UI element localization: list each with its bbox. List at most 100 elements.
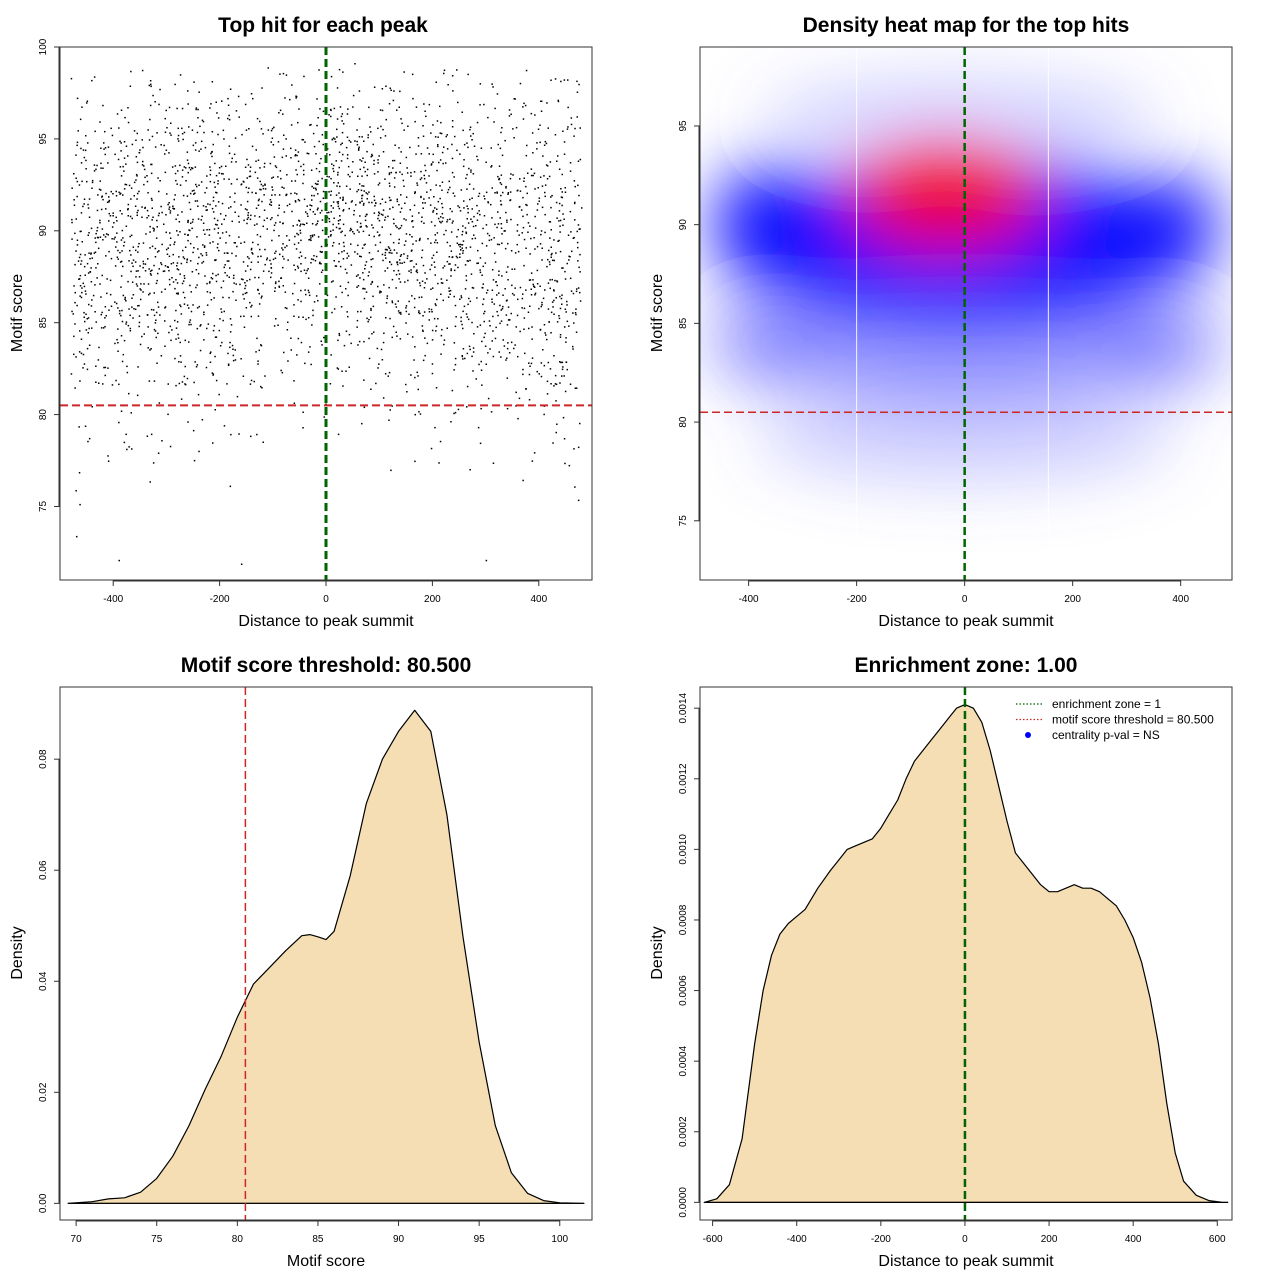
scatter-point	[101, 311, 103, 314]
scatter-point	[177, 138, 179, 140]
scatter-point	[398, 228, 400, 230]
scatter-point	[153, 228, 155, 230]
scatter-point	[573, 202, 576, 205]
scatter-point	[233, 153, 236, 156]
density-right-band	[1122, 173, 1222, 283]
scatter-point	[559, 361, 561, 363]
scatter-point	[76, 304, 78, 307]
scatter-point	[74, 291, 76, 294]
scatter-point	[407, 279, 409, 282]
scatter-point	[246, 177, 248, 179]
scatter-point	[464, 227, 467, 229]
scatter-point	[385, 302, 388, 304]
scatter-point	[384, 254, 386, 256]
scatter-point	[393, 177, 396, 179]
scatter-point	[501, 127, 503, 129]
scatter-point	[553, 313, 555, 315]
scatter-point	[215, 259, 217, 261]
scatter-point	[175, 179, 177, 182]
scatter-point	[272, 144, 275, 146]
scatter-point	[183, 303, 186, 305]
scatter-point	[296, 265, 299, 268]
scatter-point	[96, 164, 98, 167]
scatter-point	[192, 251, 194, 254]
scatter-point	[215, 191, 217, 194]
scatter-point	[80, 352, 83, 355]
scatter-point	[229, 88, 232, 90]
scatter-point	[154, 247, 157, 250]
scatter-point	[310, 363, 312, 366]
scatter-point	[156, 362, 158, 364]
x-tick-label: 75	[151, 1234, 163, 1245]
scatter-point	[73, 204, 76, 206]
scatter-point	[459, 246, 461, 248]
scatter-point	[451, 157, 454, 160]
scatter-point	[200, 148, 202, 150]
scatter-point	[177, 292, 179, 294]
scatter-point	[176, 262, 179, 264]
scatter-point	[260, 344, 263, 347]
scatter-point	[440, 121, 442, 124]
scatter-point	[295, 248, 298, 250]
scatter-point	[90, 227, 93, 230]
scatter-point	[523, 102, 525, 105]
scatter-point	[300, 263, 302, 265]
scatter-point	[328, 220, 331, 223]
scatter-point	[465, 279, 468, 282]
scatter-point	[562, 267, 564, 269]
scatter-point	[461, 355, 463, 357]
scatter-point	[80, 338, 83, 340]
scatter-point	[198, 450, 200, 453]
scatter-point	[357, 344, 359, 346]
scatter-point	[148, 84, 151, 87]
scatter-point	[406, 167, 408, 169]
scatter-point	[227, 363, 230, 365]
scatter-point	[330, 115, 332, 118]
scatter-point	[443, 72, 445, 75]
scatter-point	[356, 143, 359, 146]
scatter-point	[119, 261, 122, 263]
scatter-point	[261, 295, 263, 297]
scatter-point	[434, 426, 436, 429]
scatter-point	[335, 194, 338, 196]
scatter-point	[365, 213, 368, 216]
scatter-point	[559, 225, 561, 227]
scatter-point	[332, 164, 335, 167]
scatter-point	[361, 200, 363, 202]
scatter-point	[475, 225, 477, 227]
scatter-point	[219, 237, 221, 239]
scatter-point	[460, 320, 462, 323]
scatter-point	[336, 128, 338, 131]
scatter-point	[362, 157, 364, 159]
scatter-point	[477, 159, 479, 161]
scatter-point	[560, 297, 563, 300]
scatter-point	[92, 294, 95, 297]
scatter-point	[389, 261, 391, 263]
scatter-point	[404, 202, 406, 204]
scatter-point	[84, 290, 87, 292]
scatter-point	[345, 146, 348, 149]
scatter-point	[309, 346, 311, 348]
scatter-point	[230, 183, 233, 185]
scatter-point	[183, 166, 186, 168]
scatter-point	[517, 355, 519, 358]
scatter-point	[348, 366, 350, 368]
scatter-point	[397, 310, 400, 312]
scatter-point	[167, 383, 169, 385]
scatter-point	[469, 300, 472, 303]
scatter-point	[466, 406, 468, 408]
scatter-point	[565, 361, 568, 363]
scatter-point	[432, 153, 434, 156]
scatter-point	[275, 166, 278, 169]
scatter-point	[80, 260, 83, 262]
scatter-point	[558, 239, 560, 242]
scatter-point	[257, 159, 260, 161]
scatter-point	[132, 265, 134, 268]
scatter-point	[129, 235, 131, 238]
scatter-point	[354, 63, 356, 65]
scatter-point	[234, 349, 236, 351]
scatter-point	[358, 118, 361, 120]
scatter-point	[345, 185, 348, 187]
scatter-point	[216, 112, 218, 114]
scatter-point	[224, 264, 226, 266]
